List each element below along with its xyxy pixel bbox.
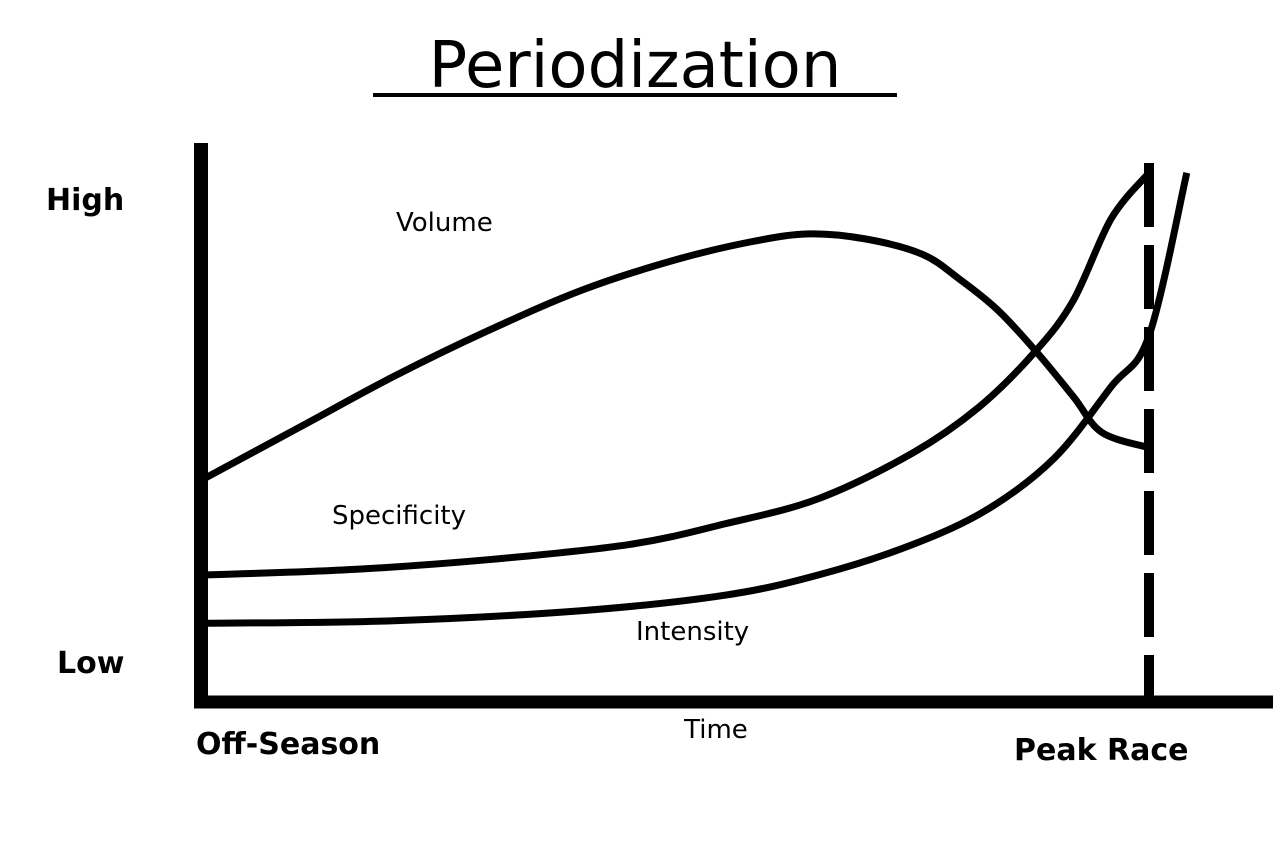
series-label-intensity: Intensity — [636, 617, 749, 647]
series-line-specificity — [204, 170, 1152, 579]
series-line-intensity — [204, 172, 1191, 627]
x-axis-label-time: Time — [683, 715, 748, 745]
series-label-volume: Volume — [396, 208, 493, 238]
series-line-volume — [203, 230, 1151, 482]
x-tick-label-peak-race: Peak Race — [1014, 733, 1188, 768]
chart-title: Periodization — [429, 29, 842, 103]
y-tick-label-high: High — [46, 183, 124, 218]
series-label-specificity: Specificity — [332, 501, 466, 531]
x-tick-label-off-season: Off-Season — [196, 727, 380, 762]
y-tick-label-low: Low — [57, 646, 124, 681]
